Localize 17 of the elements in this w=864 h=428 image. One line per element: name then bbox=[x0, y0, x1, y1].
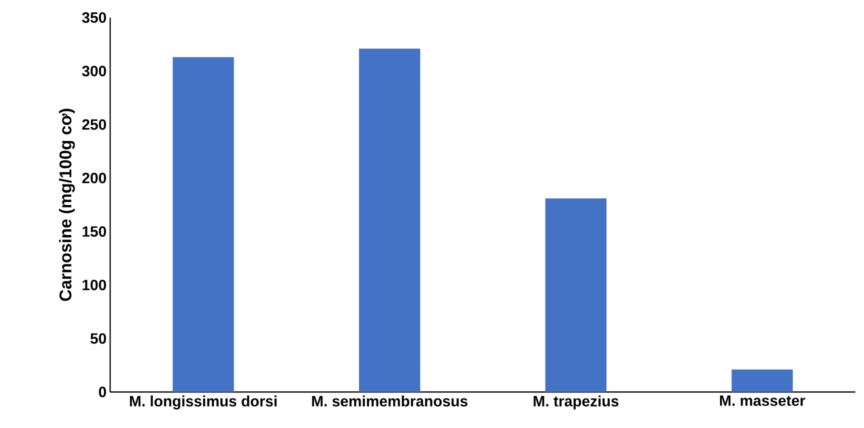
y-tick-label: 250 bbox=[82, 119, 106, 130]
x-tick-label: M. trapezius bbox=[534, 396, 618, 410]
y-tick-label: 200 bbox=[82, 172, 106, 184]
bar bbox=[732, 370, 793, 392]
y-tick-label: 150 bbox=[82, 226, 106, 237]
x-tick-label: M. masseter bbox=[720, 396, 806, 406]
y-tick-label: 50 bbox=[90, 333, 106, 344]
x-tick-label: M. semimembranosus bbox=[312, 396, 468, 406]
y-axis-title: Carnosine (mg/100g cơ) bbox=[59, 108, 75, 301]
x-tick-label: M. longissimus dorsi bbox=[130, 396, 277, 410]
y-tick-label: 300 bbox=[82, 66, 106, 76]
y-tick-label: 0 bbox=[98, 386, 106, 398]
bar bbox=[172, 57, 234, 392]
y-tick-label: 350 bbox=[82, 12, 106, 23]
bar bbox=[545, 198, 607, 392]
bar bbox=[359, 48, 420, 392]
y-tick-label: 100 bbox=[82, 280, 106, 290]
